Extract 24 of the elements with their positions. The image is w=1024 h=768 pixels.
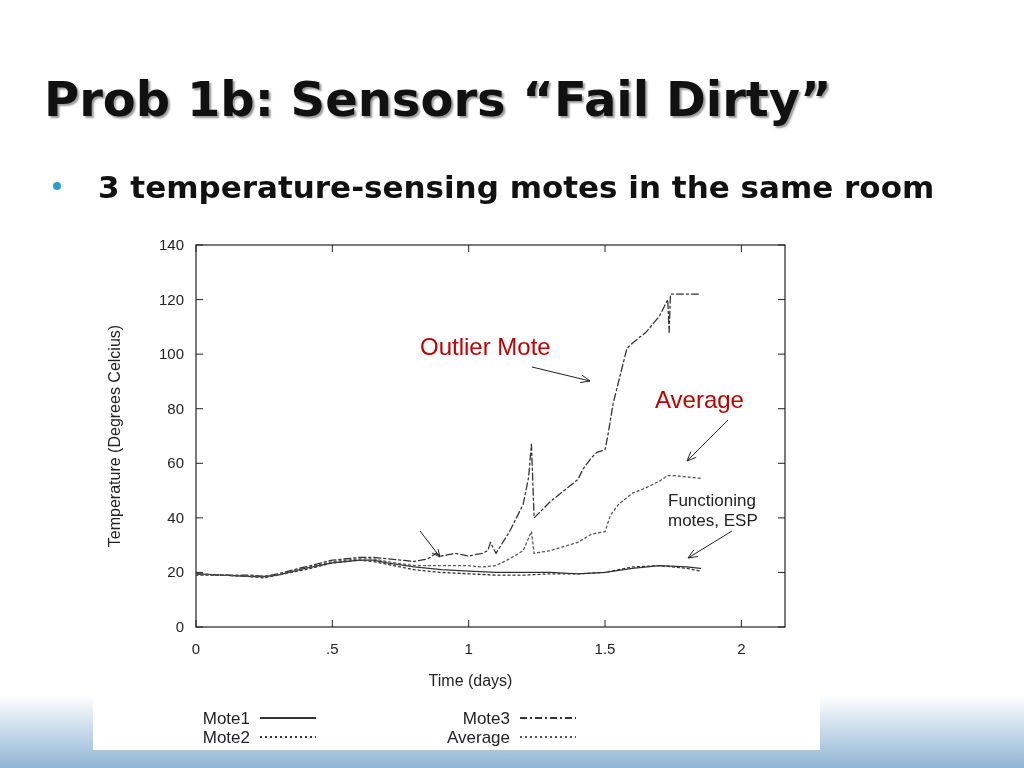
y-tick-label: 60: [167, 454, 184, 472]
y-tick-label: 20: [167, 563, 184, 581]
y-tick-label: 120: [158, 290, 184, 308]
chart-subtitle: 3 temperature-sensing motes in the same room: [98, 169, 935, 205]
y-tick-label: 140: [158, 236, 184, 253]
y-axis-title: Temperature (Degrees Celcius): [106, 324, 123, 548]
annotation: Average: [655, 386, 744, 413]
annotation: Outlier Mote: [420, 333, 551, 360]
legend-label: Mote1: [202, 709, 250, 728]
chart-title: Prob 1b: Sensors “Fail Dirty”: [44, 71, 832, 127]
legend-label: Mote3: [462, 709, 510, 728]
y-tick-label: 40: [167, 508, 184, 526]
y-tick-label: 0: [175, 618, 184, 635]
y-tick-label: 80: [167, 399, 184, 417]
x-tick-label: 1.5: [594, 640, 616, 657]
legend-label: Mote2: [202, 728, 250, 747]
x-tick-label: 0: [191, 640, 201, 657]
x-tick-label: .5: [326, 640, 339, 657]
x-axis-title: Time (days): [428, 672, 513, 689]
y-tick-label: 100: [158, 345, 184, 363]
legend-label: Average: [446, 728, 510, 747]
x-tick-label: 1: [464, 640, 473, 657]
annotation: Functioning motes, ESP: [668, 491, 758, 530]
x-tick-label: 2: [737, 640, 746, 657]
